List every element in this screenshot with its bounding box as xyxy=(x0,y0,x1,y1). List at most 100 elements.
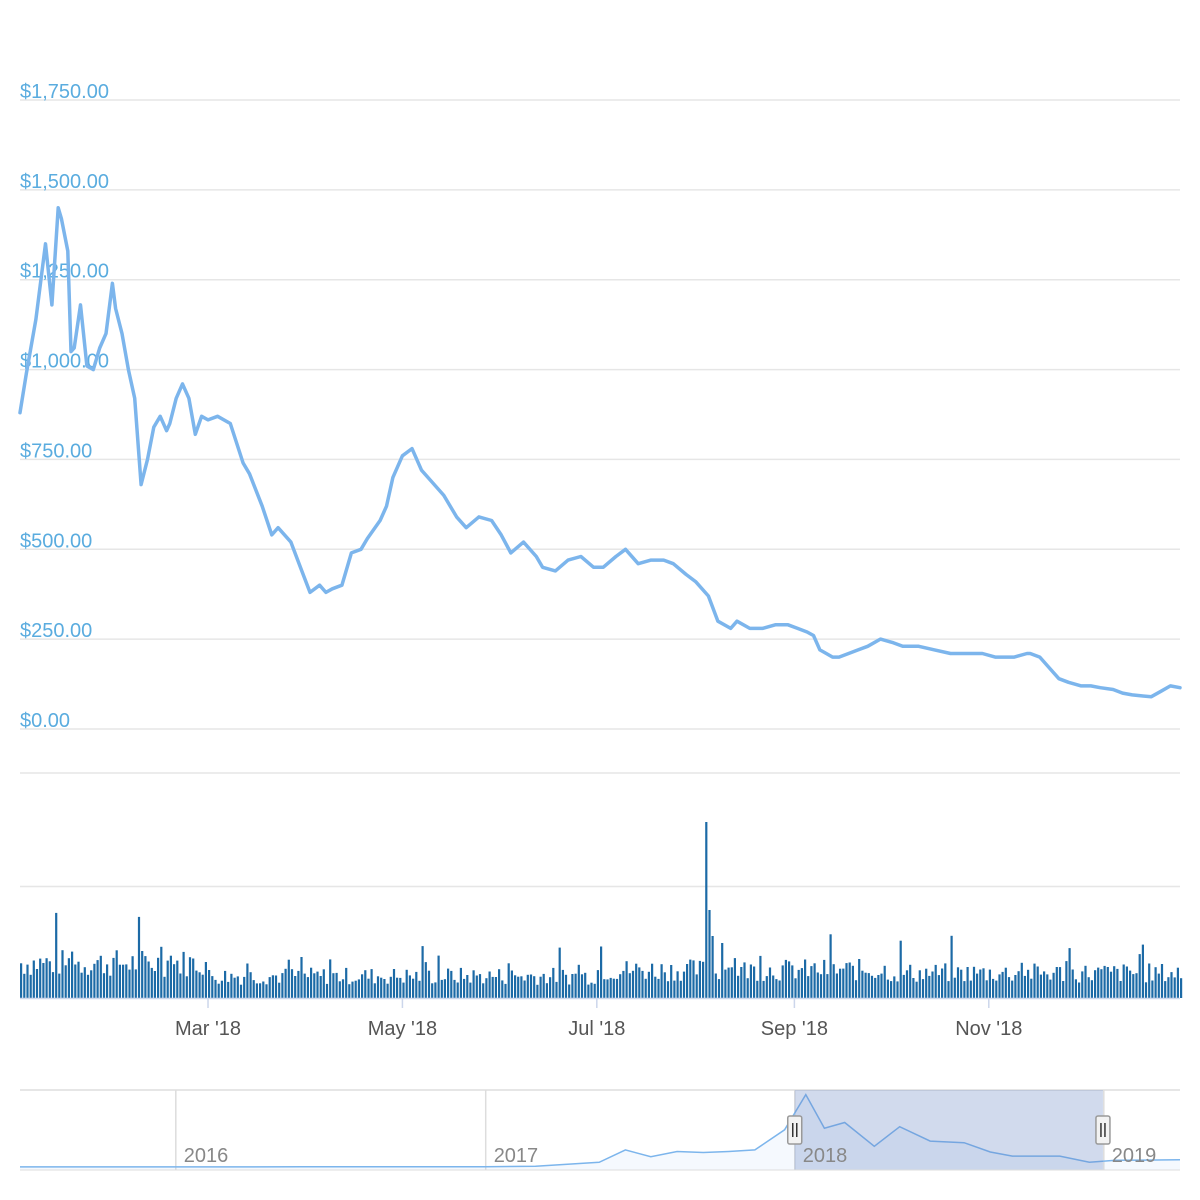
volume-bar xyxy=(791,965,794,998)
volume-bar xyxy=(950,935,953,998)
volume-bar xyxy=(641,970,644,998)
volume-bar xyxy=(781,965,784,998)
volume-bar xyxy=(536,984,539,998)
volume-bar xyxy=(603,979,606,998)
volume-bar xyxy=(956,967,960,998)
volume-bar xyxy=(67,958,70,998)
volume-bar xyxy=(1039,974,1042,998)
volume-bar xyxy=(762,980,765,998)
volume-bar xyxy=(721,943,724,998)
volume-bar xyxy=(370,969,373,998)
volume-bar xyxy=(1132,974,1135,998)
volume-bar xyxy=(173,964,176,998)
volume-bar xyxy=(590,982,593,998)
navigator-right-handle[interactable] xyxy=(1095,1115,1111,1145)
volume-bar xyxy=(77,961,80,998)
volume-bar xyxy=(963,981,966,998)
volume-bar xyxy=(520,976,523,998)
volume-bar xyxy=(294,976,297,998)
volume-bar xyxy=(839,968,842,998)
volume-bar xyxy=(883,965,886,998)
volume-bar xyxy=(972,966,976,998)
volume-bar xyxy=(1170,972,1173,998)
volume-bar xyxy=(832,964,835,998)
volume-bar xyxy=(772,975,775,998)
navigator-left-handle[interactable] xyxy=(786,1115,803,1145)
volume-bar xyxy=(714,973,717,998)
volume-bar xyxy=(1106,967,1109,998)
volume-bar xyxy=(319,976,322,998)
volume-bar xyxy=(402,982,405,998)
volume-bar xyxy=(1122,964,1125,998)
volume-bar xyxy=(1004,967,1007,998)
volume-bar xyxy=(185,976,188,998)
navigator-selection[interactable] xyxy=(794,1090,1103,1170)
volume-bar xyxy=(654,976,657,998)
volume-bar xyxy=(498,969,501,998)
price-series xyxy=(18,206,1182,699)
volume-bar xyxy=(1049,979,1052,998)
volume-bar xyxy=(995,980,998,998)
volume-bar xyxy=(338,981,341,998)
volume-bar xyxy=(861,970,864,998)
volume-bar xyxy=(717,979,721,998)
volume-bar xyxy=(842,968,845,998)
volume-bar xyxy=(424,962,427,998)
volume-bar xyxy=(310,967,313,998)
volume-bar xyxy=(243,976,246,998)
volume-bar xyxy=(937,975,940,998)
volume-bar xyxy=(380,977,383,998)
volume-bar xyxy=(268,977,271,998)
volume-bar xyxy=(1173,977,1176,998)
volume-bar xyxy=(784,959,787,998)
range-navigator[interactable]: 2016 2017 2018 2019 xyxy=(19,1089,1181,1171)
volume-bar xyxy=(373,983,376,998)
volume-bar xyxy=(1078,982,1081,998)
volume-bar xyxy=(1135,973,1138,998)
volume-bar xyxy=(676,971,679,998)
volume-bar xyxy=(564,974,568,998)
volume-bar xyxy=(478,974,482,998)
volume-bar xyxy=(281,973,284,998)
price-line[interactable] xyxy=(18,206,1182,699)
volume-bar xyxy=(80,972,83,998)
volume-bar xyxy=(144,956,147,998)
volume-bar xyxy=(682,971,686,998)
volume-bar xyxy=(756,980,759,998)
volume-bar xyxy=(800,968,803,998)
volume-bar xyxy=(797,969,800,998)
volume-bar xyxy=(794,978,797,998)
volume-bar xyxy=(383,979,386,998)
volume-bar xyxy=(51,972,55,998)
volume-bar xyxy=(1157,973,1160,998)
volume-bar xyxy=(504,983,507,998)
volume-bar xyxy=(600,946,603,998)
volume-bar xyxy=(874,977,877,998)
volume-bar xyxy=(354,980,357,998)
volume-bar xyxy=(593,983,596,998)
volume-bar xyxy=(1062,981,1065,998)
volume-bar xyxy=(673,980,676,998)
volume-bar xyxy=(819,974,823,998)
price-tick-label: $1,250.00 xyxy=(20,261,109,283)
volume-bar xyxy=(730,967,733,998)
volume-bar xyxy=(456,982,459,998)
volume-bar xyxy=(893,976,896,998)
volume-bar xyxy=(1011,980,1014,998)
volume-bar xyxy=(367,978,370,998)
volume-bar xyxy=(469,982,472,998)
volume-bar xyxy=(389,976,392,998)
volume-bar xyxy=(137,916,141,998)
volume-bar xyxy=(947,981,950,998)
volume-bar xyxy=(526,974,529,998)
volume-bar xyxy=(447,968,450,998)
volume-bar xyxy=(510,970,513,998)
volume-bar xyxy=(1074,979,1077,998)
volume-bar xyxy=(1164,981,1167,998)
volume-bar xyxy=(533,976,536,998)
volume-bar xyxy=(1160,964,1164,998)
volume-bar xyxy=(925,968,928,998)
volume-bar xyxy=(765,976,768,998)
volume-bar xyxy=(418,980,421,998)
